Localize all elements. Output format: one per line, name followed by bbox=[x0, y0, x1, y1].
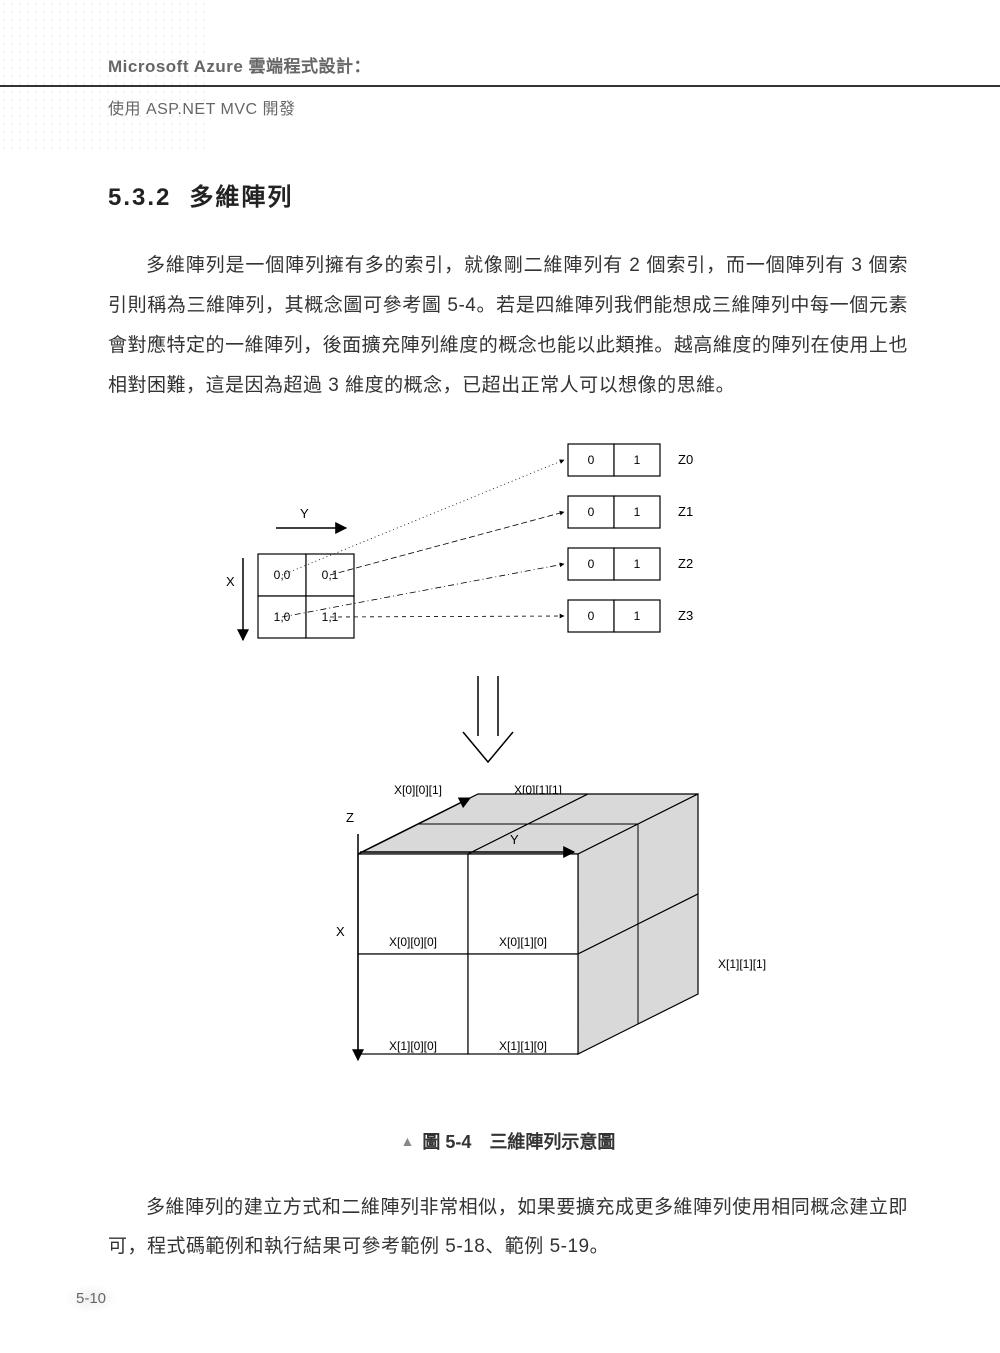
cube-label-top-0: X[0][0][1] bbox=[394, 783, 442, 797]
cube-label-mid-0: X[0][0][0] bbox=[389, 935, 437, 949]
figure-5-4: 0,00,11,01,1 X Y 01Z001Z101Z201Z3 X[0][0… bbox=[108, 436, 908, 1116]
paragraph-1: 多維陣列是一個陣列擁有多的索引，就像剛二維陣列有 2 個索引，而一個陣列有 3 … bbox=[108, 246, 908, 406]
caption-text: 三維陣列示意圖 bbox=[489, 1132, 615, 1152]
cube-axis-z: Z bbox=[346, 810, 354, 825]
svg-text:0: 0 bbox=[588, 609, 595, 623]
svg-text:0: 0 bbox=[588, 557, 595, 571]
page-number: 5-10 bbox=[64, 1284, 118, 1313]
section-number: 5.3.2 bbox=[108, 184, 171, 211]
svg-text:1: 1 bbox=[634, 453, 641, 467]
svg-text:Z2: Z2 bbox=[678, 556, 693, 571]
svg-text:1: 1 bbox=[634, 609, 641, 623]
header-rule bbox=[0, 85, 1000, 87]
caption-prefix: 圖 5-4 bbox=[422, 1132, 471, 1152]
svg-text:Z3: Z3 bbox=[678, 608, 693, 623]
cube-axis-x: X bbox=[336, 924, 345, 939]
paragraph-2: 多維陣列的建立方式和二維陣列非常相似，如果要擴充成更多維陣列使用相同概念建立即可… bbox=[108, 1188, 908, 1268]
cube-label-right: X[1][1][1] bbox=[718, 957, 766, 971]
svg-text:Z0: Z0 bbox=[678, 452, 693, 467]
figure-caption: ▲ 圖 5-4 三維陣列示意圖 bbox=[108, 1128, 908, 1154]
diagram-svg: 0,00,11,01,1 X Y 01Z001Z101Z201Z3 X[0][0… bbox=[108, 436, 908, 1116]
cube-label-mid-1: X[0][1][0] bbox=[499, 935, 547, 949]
section-title: 多維陣列 bbox=[189, 184, 293, 211]
page-content: 5.3.2 多維陣列 多維陣列是一個陣列擁有多的索引，就像剛二維陣列有 2 個索引… bbox=[0, 119, 1000, 1267]
label-x: X bbox=[226, 574, 235, 589]
down-arrow-icon bbox=[463, 676, 513, 762]
cube-label-bot-0: X[1][0][0] bbox=[389, 1039, 437, 1053]
section-heading: 5.3.2 多維陣列 bbox=[108, 177, 908, 212]
svg-text:0: 0 bbox=[588, 453, 595, 467]
header-title-2: 使用 ASP.NET MVC 開發 bbox=[108, 95, 1000, 119]
svg-text:Z1: Z1 bbox=[678, 504, 693, 519]
header-title-1: Microsoft Azure 雲端程式設計： bbox=[108, 52, 1000, 77]
svg-text:1: 1 bbox=[634, 505, 641, 519]
page-header: Microsoft Azure 雲端程式設計： 使用 ASP.NET MVC 開… bbox=[0, 0, 1000, 119]
caption-triangle-icon: ▲ bbox=[401, 1133, 415, 1149]
cube-axis-y: Y bbox=[510, 832, 519, 847]
svg-text:0: 0 bbox=[588, 505, 595, 519]
cube-label-bot-1: X[1][1][0] bbox=[499, 1039, 547, 1053]
label-y: Y bbox=[300, 506, 309, 521]
svg-text:1: 1 bbox=[634, 557, 641, 571]
